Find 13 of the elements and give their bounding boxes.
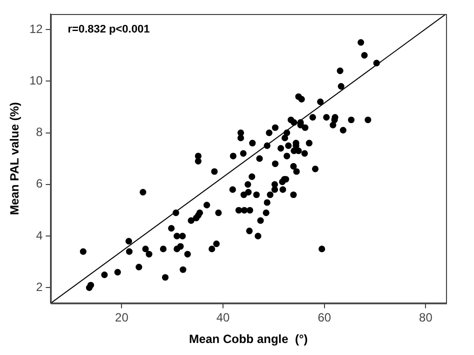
y-tick-label: 12 xyxy=(29,22,44,36)
annotation: r=0.832 p<0.001 xyxy=(68,24,150,36)
y-tick-label: 6 xyxy=(36,176,44,191)
y-tick-label: 4 xyxy=(36,228,44,242)
x-tick-label: 60 xyxy=(318,310,332,325)
y-axis-title: Mean PAL value (%) xyxy=(8,102,22,216)
x-tick-label: 80 xyxy=(419,310,433,325)
x-tick-label: 40 xyxy=(216,310,230,325)
x-tick-label: 20 xyxy=(115,310,129,325)
y-tick-label: 10 xyxy=(29,73,44,88)
x-axis-title: Mean Cobb angle (°) xyxy=(188,332,308,346)
y-tick-label: 2 xyxy=(36,280,44,294)
y-tick-label: 8 xyxy=(36,125,44,140)
